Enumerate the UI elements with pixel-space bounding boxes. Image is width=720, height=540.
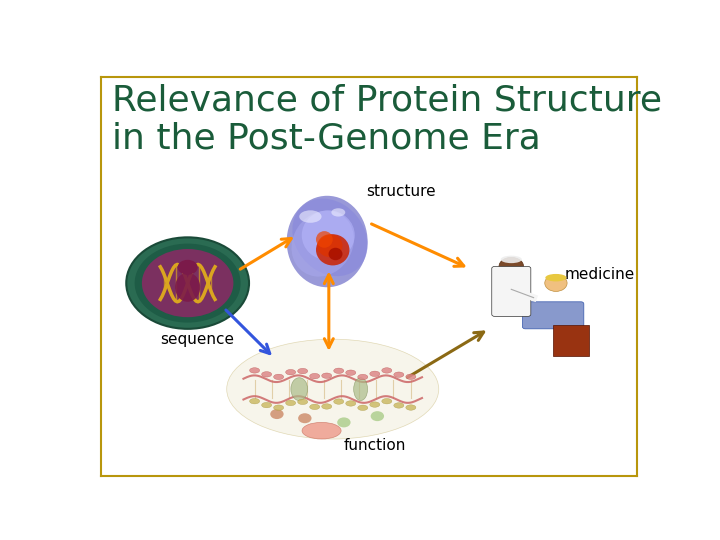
Ellipse shape	[394, 403, 404, 408]
Ellipse shape	[261, 402, 271, 408]
Ellipse shape	[358, 374, 368, 380]
Circle shape	[270, 409, 284, 419]
Ellipse shape	[302, 211, 355, 260]
Circle shape	[371, 411, 384, 421]
Ellipse shape	[370, 371, 380, 376]
Text: Relevance of Protein Structure
in the Post-Genome Era: Relevance of Protein Structure in the Po…	[112, 84, 662, 156]
Ellipse shape	[331, 208, 346, 217]
Ellipse shape	[286, 400, 296, 406]
Text: function: function	[344, 438, 406, 453]
Circle shape	[126, 238, 249, 329]
Circle shape	[545, 275, 567, 292]
Text: structure: structure	[366, 184, 436, 199]
Circle shape	[298, 413, 312, 423]
Ellipse shape	[292, 199, 368, 276]
Ellipse shape	[500, 255, 522, 263]
Ellipse shape	[346, 370, 356, 375]
Ellipse shape	[333, 368, 343, 374]
Ellipse shape	[261, 372, 271, 377]
Ellipse shape	[310, 373, 320, 379]
Ellipse shape	[310, 404, 320, 409]
Circle shape	[142, 249, 233, 317]
Ellipse shape	[274, 374, 284, 380]
Ellipse shape	[250, 399, 260, 404]
Circle shape	[499, 258, 523, 275]
Ellipse shape	[358, 405, 368, 410]
Ellipse shape	[227, 339, 438, 439]
Ellipse shape	[370, 402, 380, 407]
Ellipse shape	[286, 369, 296, 375]
Ellipse shape	[394, 372, 404, 377]
Ellipse shape	[333, 399, 343, 404]
Ellipse shape	[292, 211, 354, 276]
Ellipse shape	[297, 368, 307, 374]
Ellipse shape	[274, 405, 284, 410]
Ellipse shape	[354, 377, 368, 401]
Text: sequence: sequence	[160, 332, 234, 347]
Ellipse shape	[328, 248, 343, 260]
FancyBboxPatch shape	[523, 302, 584, 329]
Ellipse shape	[316, 231, 333, 248]
Ellipse shape	[250, 368, 260, 373]
Ellipse shape	[300, 210, 322, 223]
Ellipse shape	[322, 404, 332, 409]
Ellipse shape	[545, 274, 567, 281]
Ellipse shape	[175, 273, 200, 302]
Ellipse shape	[318, 234, 343, 257]
Ellipse shape	[287, 196, 368, 287]
Ellipse shape	[406, 374, 416, 380]
Circle shape	[337, 417, 351, 427]
FancyBboxPatch shape	[553, 325, 590, 356]
Circle shape	[178, 260, 198, 275]
Ellipse shape	[302, 422, 341, 439]
Ellipse shape	[322, 373, 332, 379]
Circle shape	[135, 244, 240, 322]
FancyBboxPatch shape	[492, 266, 531, 316]
Ellipse shape	[382, 368, 392, 373]
Ellipse shape	[406, 405, 416, 410]
Ellipse shape	[316, 234, 349, 266]
Text: medicine: medicine	[564, 267, 634, 282]
Ellipse shape	[346, 401, 356, 406]
Ellipse shape	[382, 399, 392, 404]
Ellipse shape	[291, 377, 307, 401]
Ellipse shape	[297, 399, 307, 404]
